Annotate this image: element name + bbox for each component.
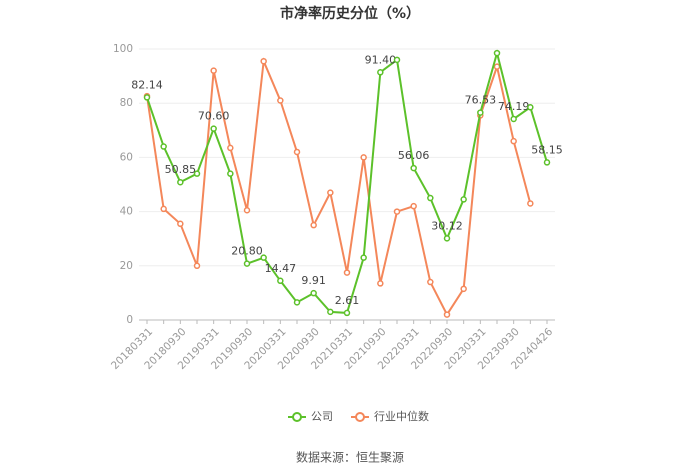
point	[227, 144, 234, 152]
point	[493, 63, 501, 70]
point	[243, 260, 251, 267]
point	[377, 280, 384, 287]
point	[327, 189, 334, 196]
point	[143, 94, 151, 101]
point	[210, 125, 217, 132]
legend-marker	[355, 412, 365, 422]
point	[510, 137, 517, 145]
point	[243, 206, 251, 214]
data-label: 76.53	[465, 94, 497, 107]
point	[293, 299, 301, 306]
data-label: 91.40	[365, 53, 397, 66]
point	[310, 289, 317, 297]
point	[160, 205, 167, 213]
point	[193, 170, 201, 177]
point	[477, 109, 484, 116]
point	[493, 49, 501, 57]
data-label: 2.61	[335, 294, 360, 307]
legend-marker	[292, 412, 302, 422]
point	[393, 208, 401, 215]
point	[460, 196, 467, 203]
legend-item: 公司	[288, 410, 333, 423]
data-label: 58.15	[531, 143, 563, 156]
legend-item: 行业中位数	[351, 409, 429, 423]
point	[343, 269, 351, 276]
point	[410, 202, 417, 210]
data-label: 74.19	[498, 100, 530, 113]
series-line	[146, 57, 532, 317]
point	[327, 308, 334, 316]
point	[543, 159, 551, 166]
y-tick-label: 80	[120, 97, 133, 109]
point	[393, 56, 401, 64]
point	[527, 200, 534, 207]
data-label: 14.47	[265, 262, 297, 275]
legend-label: 公司	[311, 410, 333, 423]
source: 数据来源：恒生聚源	[296, 450, 404, 465]
point	[427, 278, 434, 286]
point	[377, 69, 384, 76]
y-tick-label: 0	[126, 314, 133, 326]
point	[193, 262, 201, 270]
point	[443, 311, 451, 318]
y-tick-label: 20	[120, 260, 133, 272]
point	[277, 97, 284, 104]
data-label: 30.12	[431, 219, 463, 232]
point	[177, 178, 184, 186]
point	[293, 148, 301, 156]
point	[360, 254, 367, 261]
point	[277, 277, 284, 285]
point	[527, 104, 534, 111]
data-label: 70.60	[198, 110, 230, 123]
data-label: 20.80	[231, 245, 263, 258]
point	[460, 285, 467, 293]
data-label: 50.85	[165, 163, 197, 176]
point	[360, 154, 367, 161]
y-tick-label: 60	[120, 151, 133, 163]
data-label: 9.91	[301, 274, 326, 287]
point	[227, 170, 234, 177]
y-tick-label: 100	[113, 43, 133, 55]
point	[427, 194, 434, 202]
chart-title: 市净率历史分位（%）	[280, 5, 420, 22]
data-label: 56.06	[398, 149, 430, 162]
point	[260, 57, 267, 65]
point	[160, 143, 167, 150]
point	[310, 221, 317, 229]
point	[443, 235, 451, 242]
y-tick-label: 40	[120, 206, 133, 218]
point	[343, 309, 351, 317]
point	[260, 254, 267, 261]
point	[177, 220, 184, 228]
data-label: 82.14	[131, 78, 163, 91]
point	[510, 115, 517, 123]
point	[410, 164, 417, 172]
point	[210, 67, 217, 74]
legend-label: 行业中位数	[374, 409, 429, 423]
